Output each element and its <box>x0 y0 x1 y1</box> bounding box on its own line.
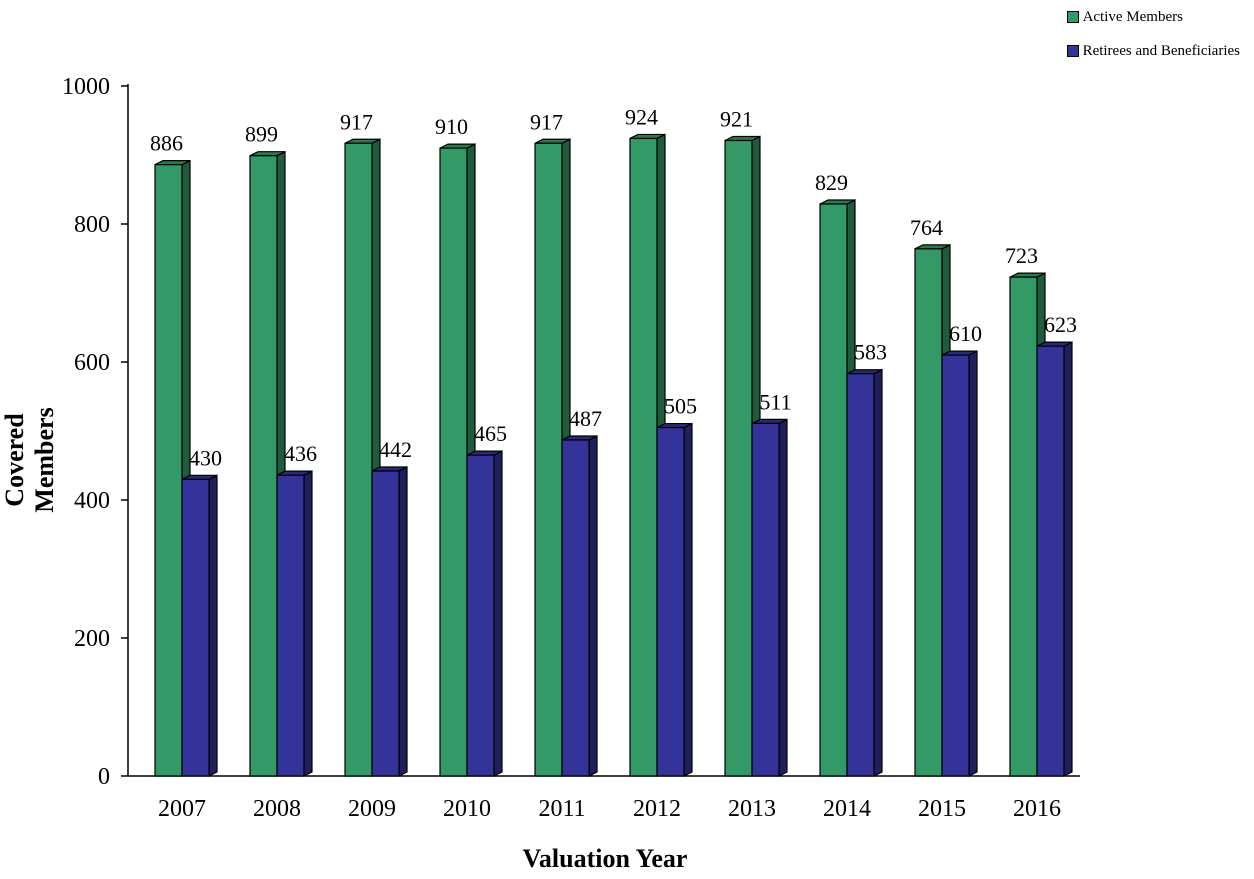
y-tick-label: 400 <box>74 488 110 514</box>
y-tick-label: 1000 <box>62 74 110 100</box>
data-label-retirees: 583 <box>854 340 887 365</box>
legend-swatch-retirees <box>1066 45 1079 57</box>
legend-item-retirees: Retirees and Beneficiaries <box>1066 40 1240 62</box>
y-tick-label: 0 <box>98 764 110 790</box>
bar-retirees <box>371 470 400 777</box>
y-tick-label: 200 <box>74 626 110 652</box>
x-axis-title: Valuation Year <box>522 844 688 873</box>
data-label-active: 924 <box>625 104 658 129</box>
bar-active <box>819 203 848 777</box>
x-tick-label: 2015 <box>918 796 966 822</box>
bar-retirees <box>466 454 495 777</box>
data-label-retirees: 442 <box>379 437 412 462</box>
y-tick-label: 800 <box>74 212 110 238</box>
bar-retirees <box>846 373 875 777</box>
data-label-retirees: 430 <box>189 445 222 470</box>
bar-side-retirees <box>493 450 503 777</box>
bar-side-retirees <box>1063 341 1073 777</box>
x-tick-label: 2007 <box>158 796 206 822</box>
bar-retirees <box>941 354 970 777</box>
x-tick-label: 2008 <box>253 796 301 822</box>
data-label-active: 910 <box>435 114 468 139</box>
bar-retirees <box>751 422 780 777</box>
data-label-active: 829 <box>815 170 848 195</box>
bar-active <box>249 155 278 777</box>
bar-side-retirees <box>683 422 693 777</box>
data-label-retirees: 487 <box>569 406 602 431</box>
data-label-active: 764 <box>910 215 943 240</box>
bar-side-retirees <box>588 434 598 777</box>
legend: Active Members Retirees and Beneficiarie… <box>1066 6 1240 74</box>
bar-retirees <box>1036 345 1065 777</box>
bar-retirees <box>561 439 590 777</box>
x-tick-label: 2010 <box>443 796 491 822</box>
data-label-active: 886 <box>150 131 183 156</box>
data-label-active: 917 <box>530 109 563 134</box>
data-label-active: 723 <box>1005 243 1038 268</box>
data-label-retirees: 505 <box>664 394 697 419</box>
bar-side-retirees <box>208 474 218 777</box>
data-label-retirees: 511 <box>759 389 791 414</box>
data-label-retirees: 623 <box>1044 312 1077 337</box>
bar-side-retirees <box>873 368 883 777</box>
data-label-active: 899 <box>245 122 278 147</box>
bar-side-retirees <box>303 470 313 777</box>
bar-active <box>629 137 658 777</box>
data-label-retirees: 436 <box>284 441 317 466</box>
data-label-active: 921 <box>720 107 753 132</box>
bar-retirees <box>656 426 685 777</box>
legend-swatch-active-members <box>1066 11 1079 23</box>
data-label-active: 917 <box>340 109 373 134</box>
x-tick-label: 2016 <box>1013 796 1061 822</box>
legend-item-active-members: Active Members <box>1066 6 1240 28</box>
x-tick-label: 2011 <box>538 796 585 822</box>
x-tick-label: 2009 <box>348 796 396 822</box>
bar-active <box>439 147 468 777</box>
x-tick-label: 2012 <box>633 796 681 822</box>
data-label-retirees: 610 <box>949 321 982 346</box>
bar-active <box>914 248 943 777</box>
x-tick-label: 2014 <box>823 796 871 822</box>
bar-retirees <box>181 478 210 777</box>
bar-retirees <box>276 474 305 777</box>
bar-active <box>1009 276 1038 777</box>
y-tick-label: 600 <box>74 350 110 376</box>
legend-label-retirees: Retirees and Beneficiaries <box>1082 42 1240 59</box>
legend-label-active-members: Active Members <box>1082 8 1183 25</box>
bar-active <box>344 142 373 777</box>
x-tick-label: 2013 <box>728 796 776 822</box>
bar-active <box>154 164 183 777</box>
data-label-retirees: 465 <box>474 421 507 446</box>
bar-active <box>724 139 753 777</box>
bar-side-retirees <box>398 466 408 777</box>
bar-active <box>534 142 563 777</box>
bar-side-retirees <box>778 418 788 777</box>
bar-side-retirees <box>968 350 978 777</box>
